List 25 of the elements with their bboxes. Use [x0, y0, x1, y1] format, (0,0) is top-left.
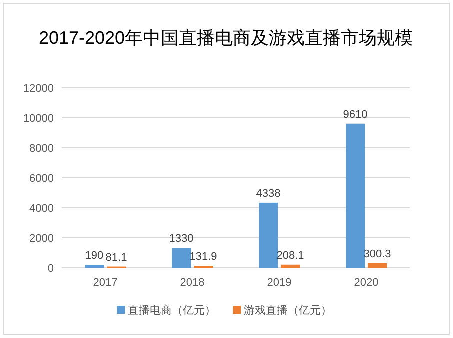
- bar: [85, 265, 104, 268]
- x-tick-label: 2017: [93, 277, 118, 289]
- y-tick-label: 12000: [23, 83, 54, 95]
- y-tick-label: 0: [48, 263, 54, 275]
- bar: [346, 124, 365, 268]
- title: 2017-2020年中国直播电商及游戏直播市场规模: [38, 28, 414, 48]
- data-label: 9610: [343, 108, 368, 121]
- data-label: 1330: [169, 233, 194, 246]
- x-tick-label: 2018: [180, 277, 205, 289]
- bar: [368, 263, 387, 268]
- y-tick-label: 8000: [30, 143, 54, 155]
- legend-label: 直播电商（亿元）: [128, 304, 216, 317]
- y-tick-label: 4000: [30, 203, 54, 215]
- x-tick-label: 2019: [267, 277, 292, 289]
- bar: [172, 248, 191, 268]
- y-tick-label: 6000: [30, 173, 54, 185]
- x-tick-label: 2020: [354, 277, 379, 289]
- y-tick-label: 2000: [30, 233, 54, 245]
- bar: [259, 202, 278, 268]
- bar: [281, 264, 300, 268]
- y-tick-label: 10000: [23, 113, 54, 125]
- data-label: 4338: [256, 188, 281, 200]
- data-label: 81.1: [106, 252, 128, 264]
- data-label: 190: [85, 250, 104, 262]
- legend-label: 游戏直播（亿元）: [244, 304, 332, 317]
